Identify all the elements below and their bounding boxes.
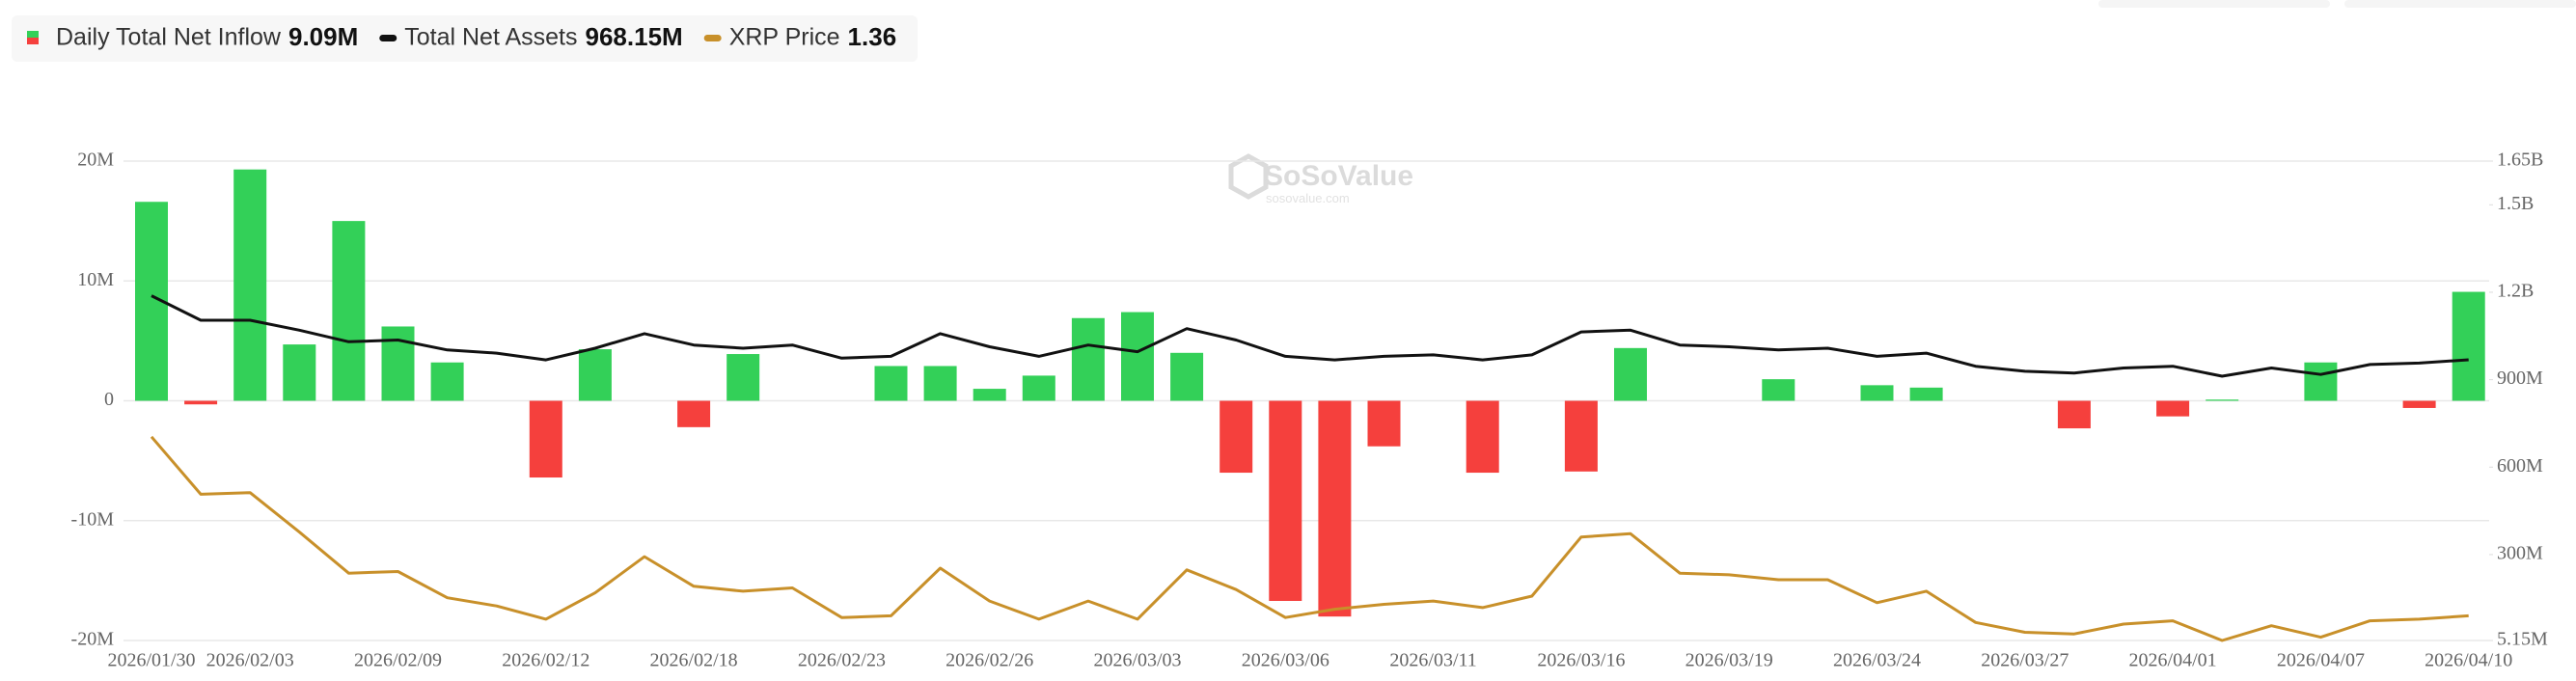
x-tick-label: 2026/02/03 — [206, 650, 294, 671]
legend-value: 1.36 — [848, 22, 897, 51]
bar — [1860, 385, 1894, 401]
bar — [2206, 399, 2239, 401]
x-tick-label: 2026/01/30 — [107, 650, 195, 671]
bar — [1367, 400, 1401, 447]
y-tick-label: 10M — [77, 269, 114, 290]
x-tick-label: 2026/04/07 — [2277, 650, 2365, 671]
watermark-text: SoSoValue — [1264, 160, 1413, 192]
bar — [283, 344, 316, 401]
watermark-sub: sosovalue.com — [1266, 191, 1350, 205]
bar — [2402, 400, 2436, 408]
x-tick-label: 2026/03/11 — [1389, 650, 1476, 671]
legend-bg — [12, 15, 918, 62]
x-tick-label: 2026/03/24 — [1833, 650, 1921, 671]
legend-swatch — [27, 31, 39, 38]
x-tick-label: 2026/02/18 — [650, 650, 738, 671]
x-tick-label: 2026/03/06 — [1242, 650, 1329, 671]
y-tick-label: 0 — [104, 389, 114, 410]
bar — [430, 362, 464, 401]
legend-swatch — [703, 35, 722, 41]
bar — [2304, 362, 2338, 401]
y2-tick-label: 5.15M — [2497, 629, 2548, 650]
y-tick-label: -20M — [71, 629, 115, 650]
bar — [874, 366, 908, 401]
bar — [529, 400, 562, 478]
line — [150, 435, 2469, 642]
y-tick-label: 20M — [77, 150, 114, 171]
legend-label: XRP Price — [729, 24, 840, 51]
bar — [1071, 317, 1105, 401]
legend-swatch — [379, 35, 397, 41]
bar — [2156, 400, 2190, 417]
bar — [381, 326, 415, 401]
watermark-logo — [1228, 153, 1269, 200]
legend-value: 9.09M — [288, 22, 358, 51]
bar — [2057, 400, 2091, 429]
bar — [923, 366, 957, 401]
legend: Daily Total Net Inflow 9.09M Total Net Ass… — [12, 15, 918, 62]
bar — [1564, 400, 1598, 472]
bar — [1318, 400, 1352, 617]
bar — [1466, 400, 1499, 474]
bar — [332, 221, 366, 401]
y-tick-label: -10M — [71, 508, 115, 530]
bar — [677, 400, 711, 427]
bar — [1121, 312, 1154, 401]
bar — [1022, 375, 1055, 401]
bar — [578, 349, 612, 401]
bar — [1614, 347, 1647, 401]
legend-label: Daily Total Net Inflow — [56, 24, 282, 51]
toolbar-button[interactable] — [2098, 0, 2330, 8]
x-tick-label: 2026/03/03 — [1093, 650, 1181, 671]
bar — [726, 354, 760, 401]
x-tick-label: 2026/02/26 — [945, 650, 1033, 671]
bar — [1269, 400, 1302, 601]
legend-label: Total Net Assets — [404, 24, 577, 51]
bar — [1909, 387, 1943, 401]
y2-tick-label: 1.65B — [2497, 150, 2543, 171]
x-tick-label: 2026/02/23 — [798, 650, 886, 671]
bar — [1762, 379, 1795, 401]
bar — [1219, 400, 1253, 474]
bar — [184, 400, 218, 405]
x-tick-label: 2026/03/19 — [1685, 650, 1773, 671]
bar — [973, 389, 1006, 401]
legend-value: 968.15M — [586, 22, 683, 51]
x-tick-label: 2026/03/16 — [1537, 650, 1625, 671]
watermark: SoSoValue sosovalue.com — [1228, 153, 1413, 205]
bar — [1170, 352, 1204, 401]
y2-tick-label: 300M — [2497, 543, 2543, 564]
x-tick-label: 2026/02/12 — [502, 650, 589, 671]
bar — [2452, 291, 2485, 401]
toolbar-button[interactable] — [2344, 0, 2576, 8]
x-tick-label: 2026/02/09 — [354, 650, 442, 671]
x-tick-label: 2026/04/10 — [2425, 650, 2512, 671]
y2-tick-label: 600M — [2497, 455, 2543, 477]
legend-swatch — [27, 38, 39, 44]
y2-tick-label: 1.2B — [2497, 281, 2534, 302]
x-tick-label: 2026/04/01 — [2129, 650, 2217, 671]
bar — [233, 169, 267, 401]
y2-tick-label: 900M — [2497, 368, 2543, 389]
line — [151, 294, 2469, 378]
x-tick-label: 2026/03/27 — [1981, 650, 2069, 671]
y2-tick-label: 1.5B — [2497, 193, 2534, 214]
